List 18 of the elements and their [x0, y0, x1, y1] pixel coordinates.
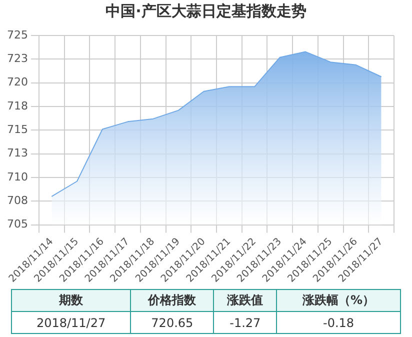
text: -0.18	[276, 312, 400, 334]
y-tick-label: 705	[6, 218, 28, 231]
text: 期数	[12, 290, 131, 312]
y-tick-label: 718	[6, 99, 28, 112]
y-tick-label: 710	[6, 170, 28, 184]
y-tick-label: 723	[6, 52, 28, 66]
chart-title: 中国·产区大蒜日定基指数走势	[104, 2, 308, 21]
text: -1.27	[214, 312, 277, 334]
y-tick-label: 725	[6, 28, 28, 42]
y-tick-label: 720	[6, 76, 28, 89]
text: 涨跌幅（%）	[276, 290, 400, 312]
y-tick-label: 713	[6, 146, 28, 160]
text: 涨跌值	[214, 290, 277, 312]
y-tick-label: 708	[6, 194, 28, 207]
y-tick-label: 715	[6, 123, 28, 136]
text: 720.65	[130, 312, 214, 334]
text: 2018/11/27	[12, 312, 131, 334]
text: 价格指数	[130, 290, 214, 312]
